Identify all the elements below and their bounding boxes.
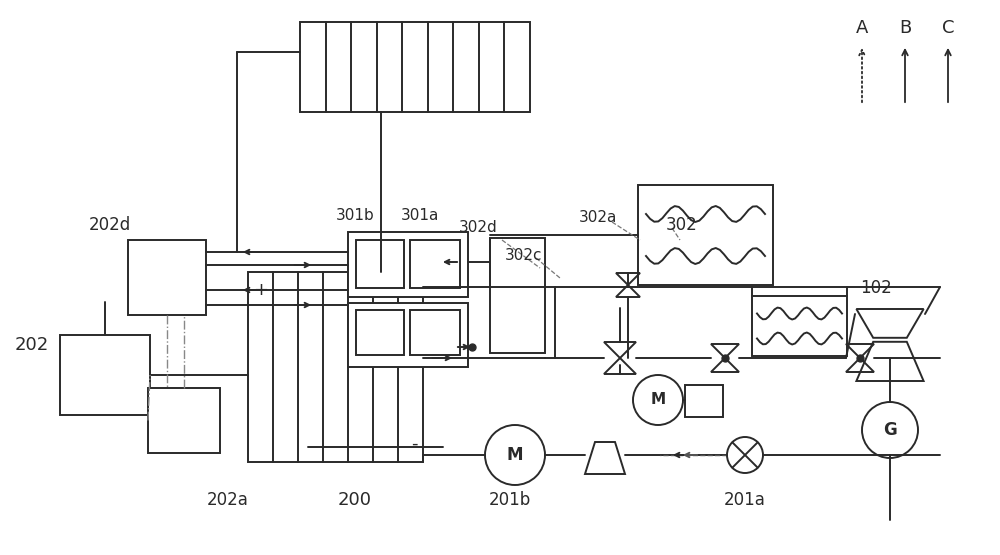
Text: C: C xyxy=(942,19,954,37)
Text: 301a: 301a xyxy=(401,208,439,223)
Bar xyxy=(356,240,404,287)
Bar xyxy=(490,238,545,353)
Bar xyxy=(356,310,404,355)
Text: 302c: 302c xyxy=(505,249,543,264)
Text: G: G xyxy=(883,421,897,439)
Bar xyxy=(410,310,460,355)
Text: 200: 200 xyxy=(338,491,372,509)
Text: 201a: 201a xyxy=(724,491,766,509)
Text: B: B xyxy=(899,19,911,37)
Bar xyxy=(410,240,460,287)
Text: 201b: 201b xyxy=(489,491,531,509)
Bar xyxy=(752,296,847,356)
Text: 202a: 202a xyxy=(207,491,249,509)
Bar xyxy=(348,232,468,296)
Text: 102: 102 xyxy=(860,279,892,297)
Bar xyxy=(128,240,206,315)
Text: +: + xyxy=(253,281,268,299)
Text: 202d: 202d xyxy=(89,216,131,234)
Bar xyxy=(60,335,150,415)
Text: 301b: 301b xyxy=(336,208,374,223)
Bar xyxy=(685,385,723,417)
Text: -: - xyxy=(412,435,418,453)
Bar xyxy=(300,22,530,112)
Text: M: M xyxy=(650,392,666,407)
Text: A: A xyxy=(856,19,868,37)
Bar xyxy=(148,388,220,453)
Text: 302d: 302d xyxy=(459,219,497,235)
Text: 302: 302 xyxy=(666,216,698,234)
Bar xyxy=(248,272,423,462)
Text: 202: 202 xyxy=(15,336,49,354)
Bar xyxy=(348,302,468,367)
Bar xyxy=(638,185,773,285)
Text: M: M xyxy=(507,446,523,464)
Text: 302a: 302a xyxy=(579,210,617,225)
